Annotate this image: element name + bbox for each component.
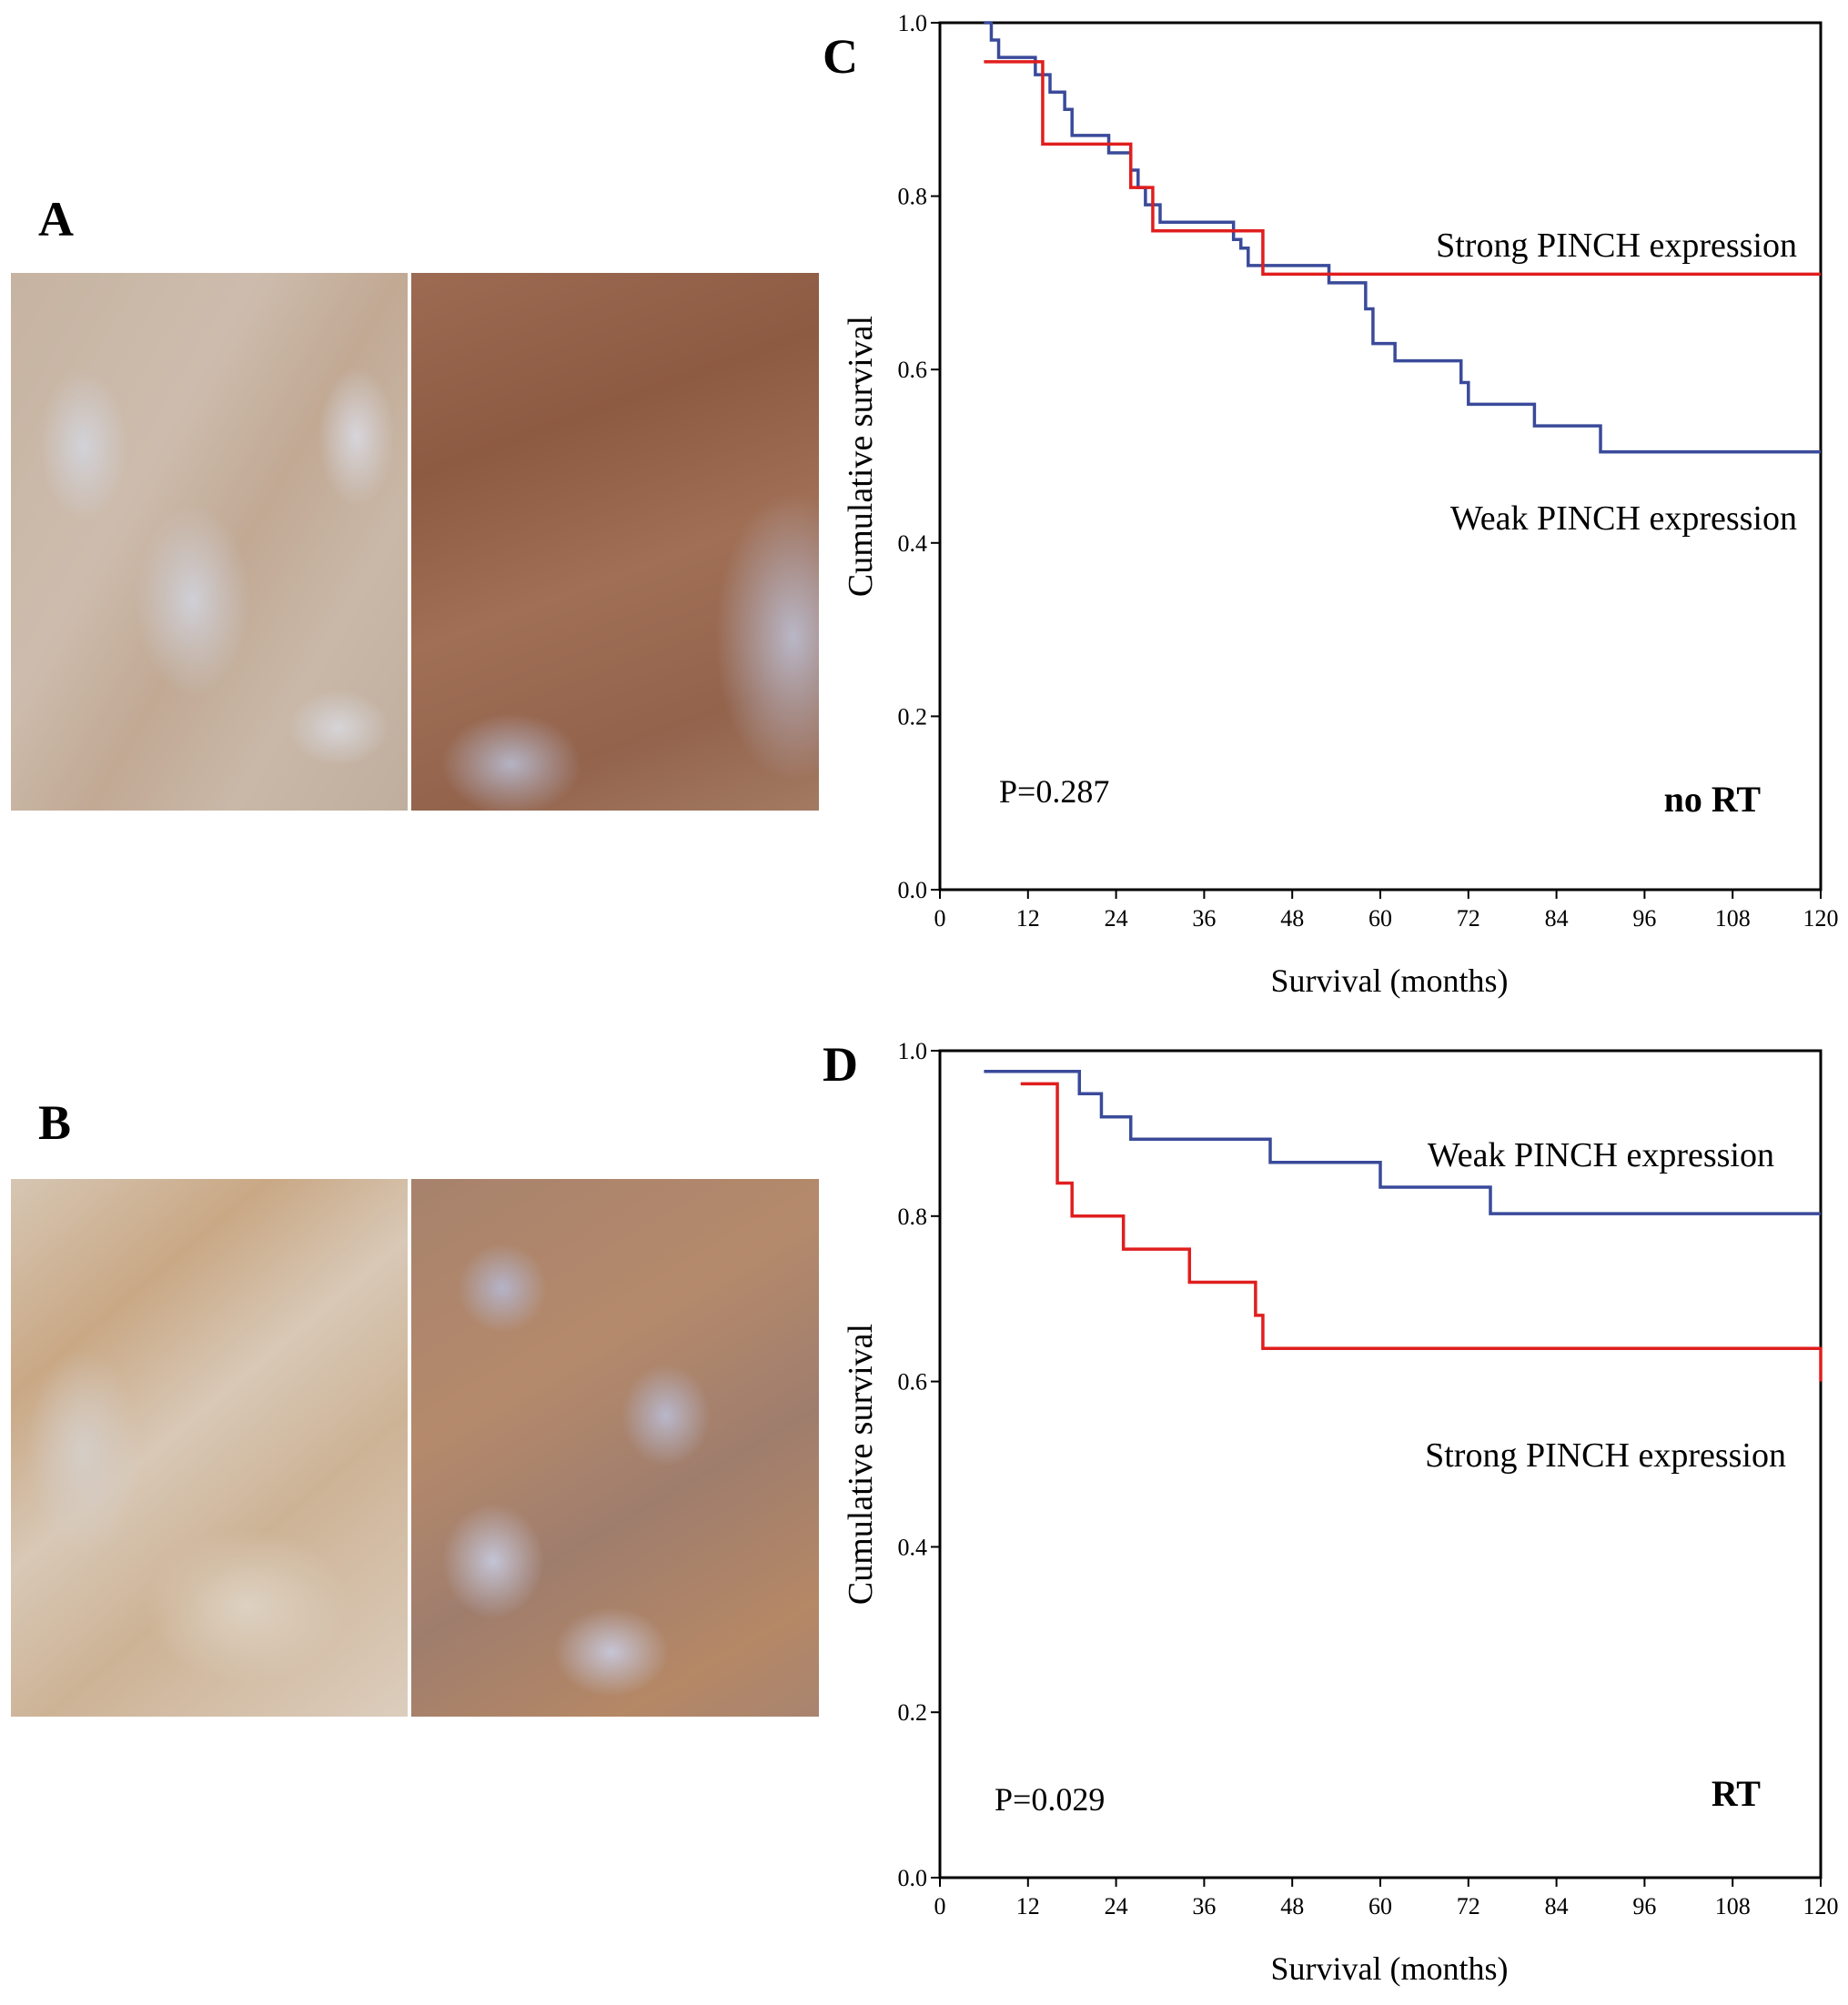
x-tick-label: 60: [1368, 905, 1392, 932]
x-tick-label: 120: [1803, 1893, 1839, 1919]
x-tick-label: 60: [1368, 1893, 1392, 1919]
y-axis-label: Cumulative survival: [842, 1324, 880, 1605]
x-tick-label: 0: [934, 1893, 946, 1919]
x-tick-label: 12: [1016, 1893, 1040, 1919]
micrograph-a-strong-staining: [411, 273, 819, 811]
x-tick-label: 36: [1192, 905, 1216, 932]
y-tick-label: 0.6: [898, 1369, 928, 1395]
panel-label-d: D: [823, 1037, 858, 1092]
x-tick-label: 96: [1632, 1893, 1656, 1919]
y-tick-label: 0.6: [898, 357, 928, 383]
group-annotation: no RT: [1664, 779, 1762, 820]
series-label-strong-pinch-expression: Strong PINCH expression: [1436, 227, 1797, 265]
y-tick-label: 0.0: [898, 1865, 928, 1891]
y-tick-label: 1.0: [898, 1038, 928, 1064]
p-value-annotation: P=0.029: [995, 1781, 1105, 1818]
micrograph-b-weak-staining: [11, 1179, 408, 1717]
x-axis-label: Survival (months): [1271, 1950, 1509, 1987]
panel-label-b: B: [38, 1095, 72, 1150]
p-value-annotation: P=0.287: [999, 773, 1109, 810]
x-tick-label: 0: [934, 905, 946, 932]
x-tick-label: 24: [1105, 1893, 1128, 1919]
y-tick-label: 0.8: [898, 184, 928, 210]
x-axis-label: Survival (months): [1271, 962, 1509, 999]
y-tick-label: 0.4: [898, 1534, 928, 1560]
x-tick-label: 108: [1715, 905, 1751, 932]
x-tick-label: 36: [1192, 1893, 1216, 1919]
micrograph-a-weak-staining: [11, 273, 408, 811]
y-tick-label: 0.2: [898, 1699, 928, 1726]
series-line-weak-pinch-expression: [984, 21, 1821, 454]
panel-label-c: C: [823, 29, 858, 84]
series-line-strong-pinch-expression: [1020, 1082, 1823, 1382]
series-label-weak-pinch-expression: Weak PINCH expression: [1450, 499, 1797, 538]
y-axis-label: Cumulative survival: [842, 316, 880, 597]
x-tick-label: 84: [1545, 905, 1569, 932]
series-label-strong-pinch-expression: Strong PINCH expression: [1425, 1436, 1786, 1475]
panel-label-a: A: [38, 192, 74, 247]
y-tick-label: 0.0: [898, 877, 928, 903]
y-tick-label: 0.2: [898, 703, 928, 730]
x-tick-label: 72: [1457, 1893, 1480, 1919]
x-tick-label: 12: [1016, 905, 1040, 932]
x-tick-label: 120: [1803, 905, 1839, 932]
series-label-weak-pinch-expression: Weak PINCH expression: [1428, 1136, 1774, 1174]
series-line-strong-pinch-expression: [984, 60, 1821, 277]
x-tick-label: 72: [1457, 905, 1480, 932]
micrograph-b-strong-staining: [411, 1179, 819, 1717]
group-annotation: RT: [1712, 1773, 1761, 1814]
x-tick-label: 48: [1280, 905, 1304, 932]
y-tick-label: 0.4: [898, 530, 928, 557]
survival-chart-c: 0 12 24 36 48 60 72 84 96 108 120 0.0 0.2 0.4 0.6 0.8 1.…: [842, 10, 1839, 999]
x-tick-label: 84: [1545, 1893, 1569, 1919]
x-tick-label: 48: [1280, 1893, 1304, 1919]
x-tick-label: 108: [1715, 1893, 1751, 1919]
y-tick-label: 0.8: [898, 1204, 928, 1230]
x-tick-label: 96: [1632, 905, 1656, 932]
y-tick-label: 1.0: [898, 10, 928, 36]
x-tick-label: 24: [1105, 905, 1128, 932]
series-line-weak-pinch-expression: [984, 1069, 1821, 1215]
